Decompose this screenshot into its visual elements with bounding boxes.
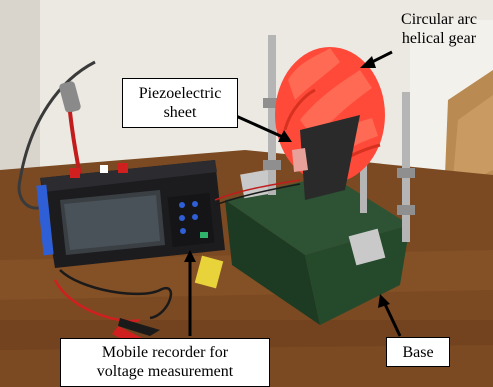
piezo-sheet [300,115,360,200]
nut-4 [397,205,415,215]
piezo-wire-red [214,179,301,201]
gear-label: Circular arc helical gear [401,11,477,47]
piezo-wire-black [214,183,301,206]
clip-black [118,318,160,336]
red-lead [53,279,141,323]
yellow-tag [194,255,224,289]
mobile-recorder [36,160,225,268]
nut-1 [263,98,281,108]
black-lead [59,269,172,320]
piezo-label: Piezoelectric sheet [122,78,238,128]
nut-2 [263,160,281,170]
recorder-label: Mobile recorder for voltage measurement [60,338,270,387]
base-label: Base [386,337,450,367]
rod-right [402,92,410,242]
piezo-contact [292,148,308,172]
nut-3 [397,168,415,178]
gray-cable [17,60,96,210]
wood-panel-grain [452,95,493,190]
wall-shadow [0,0,40,175]
rod-left [268,35,276,195]
annotation-arrows [184,50,402,337]
cable-connector [59,81,81,113]
